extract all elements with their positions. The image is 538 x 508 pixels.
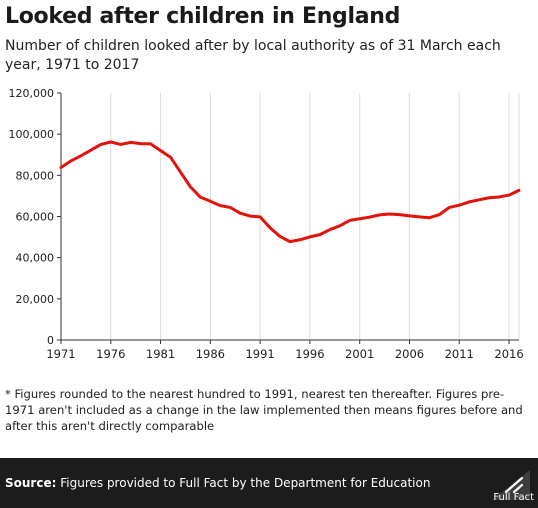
source-text: Figures provided to Full Fact by the Dep… (60, 476, 431, 490)
logo-text: Full Fact (493, 492, 534, 503)
x-tick-label: 1981 (146, 347, 175, 361)
y-tick-label: 60,000 (16, 211, 55, 224)
y-tick-label: 120,000 (9, 87, 55, 100)
full-fact-logo-icon (492, 470, 530, 500)
source-line: Source: Figures provided to Full Fact by… (5, 476, 430, 490)
footer-bar: Source: Figures provided to Full Fact by… (0, 458, 538, 508)
x-tick-label: 1976 (96, 347, 125, 361)
footnote: * Figures rounded to the nearest hundred… (5, 387, 523, 433)
x-tick-label: 2001 (345, 347, 374, 361)
x-tick-label: 1991 (245, 347, 274, 361)
x-tick-label: 1986 (196, 347, 225, 361)
source-label: Source: (5, 476, 57, 490)
y-tick-label: 20,000 (16, 293, 55, 306)
x-tick-label: 2011 (445, 347, 474, 361)
y-tick-label: 40,000 (16, 252, 55, 265)
x-tick-label: 1971 (46, 347, 75, 361)
x-tick-label: 2006 (395, 347, 424, 361)
y-tick-label: 100,000 (9, 128, 55, 141)
series-line (59, 140, 521, 244)
line-chart: 0 20,000 40,000 60,000 80,000 100,000 120,000 1… (9, 87, 524, 361)
y-tick-label: 0 (47, 334, 54, 347)
x-tick-label: 1996 (295, 347, 324, 361)
chart-title: Looked after children in England (5, 4, 401, 29)
x-tick-label: 2016 (494, 347, 523, 361)
y-tick-label: 80,000 (16, 169, 55, 182)
chart-subtitle: Number of children looked after by local… (5, 38, 501, 73)
